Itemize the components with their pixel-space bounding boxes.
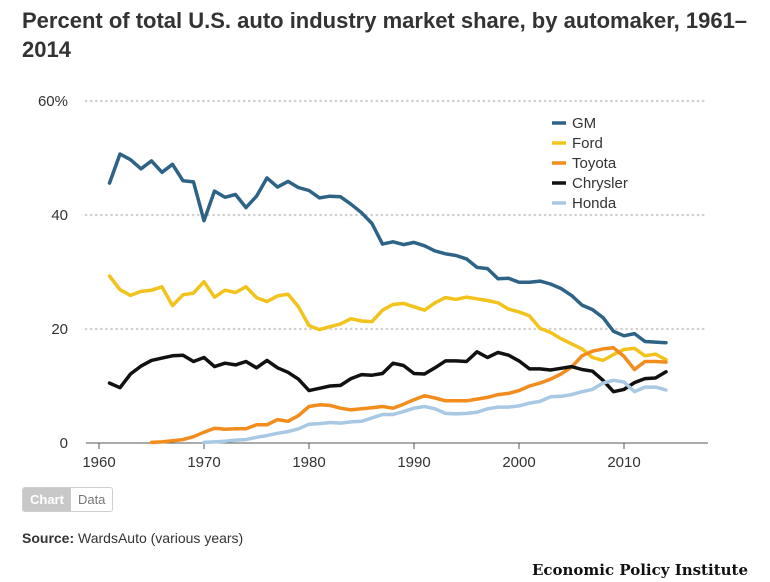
tab-data[interactable]: Data: [70, 488, 113, 511]
view-toggle: Chart Data: [22, 487, 114, 512]
series-line-chrysler: [107, 350, 668, 394]
legend-label-toyota: Toyota: [572, 155, 617, 172]
source-text: WardsAuto (various years): [78, 530, 244, 546]
series-line-toyota: [149, 346, 668, 445]
chart-title: Percent of total U.S. auto industry mark…: [22, 8, 748, 62]
y-tick-label-60: 60%: [38, 93, 68, 110]
legend-label-honda: Honda: [572, 195, 617, 212]
gridlines: [84, 99, 710, 331]
x-axis: [86, 442, 708, 449]
x-tick-label-1980: 1980: [292, 454, 325, 470]
y-tick-label-0: 0: [60, 435, 68, 452]
legend-label-ford: Ford: [572, 135, 603, 152]
y-tick-label-20: 20: [51, 321, 68, 338]
x-axis-tick-labels: 1960 1970 1980 1990 2000 2010: [82, 454, 640, 470]
legend-label-chrysler: Chrysler: [572, 175, 628, 192]
x-tick-label-1970: 1970: [187, 454, 220, 470]
legend-label-gm: GM: [572, 115, 596, 132]
x-tick-label-1960: 1960: [82, 454, 115, 470]
source-label: Source:: [22, 530, 75, 546]
tab-chart[interactable]: Chart: [23, 488, 71, 511]
brand-logo: Economic Policy Institute: [531, 561, 748, 579]
x-tick-label-2010: 2010: [607, 454, 640, 470]
line-chart: 0 20 40 60% 1960 1970 1980 1990 2000 2010 GM Ford…: [38, 93, 710, 470]
series-line-honda: [202, 378, 668, 445]
y-axis-tick-labels: 0 20 40 60%: [38, 93, 68, 452]
legend: GM Ford Toyota Chrysler Honda: [552, 115, 628, 212]
series-lines: [107, 152, 668, 445]
series-line-gm: [107, 152, 668, 345]
x-tick-label-1990: 1990: [397, 454, 430, 470]
y-tick-label-40: 40: [51, 207, 68, 224]
x-tick-label-2000: 2000: [502, 454, 535, 470]
series-line-ford: [107, 274, 668, 363]
source-note: Source: WardsAuto (various years): [22, 530, 243, 546]
